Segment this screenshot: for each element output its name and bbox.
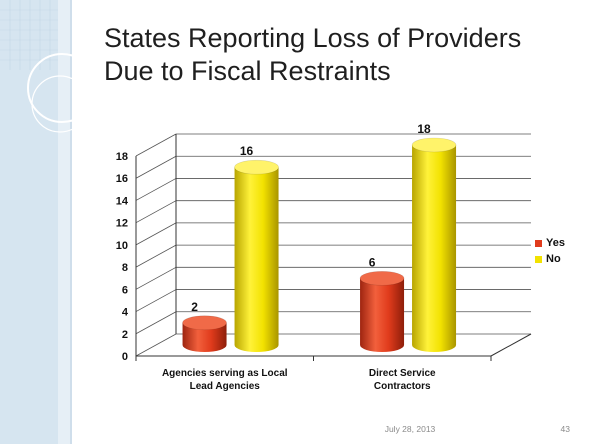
chart-labels: 0 2 4 6 8 10 12 14 16 18 2 16 Agencies serving as Lo… [116, 122, 436, 392]
data-label-yes-1: 6 [369, 255, 376, 269]
x-tick-label-0-0: Agencies serving as Local [162, 368, 288, 379]
y-tick-label-14: 14 [116, 195, 129, 207]
legend-label-yes: Yes [546, 237, 565, 249]
y-tick-label-10: 10 [116, 240, 128, 252]
sidebar-pattern-graphic [0, 0, 72, 444]
gridline-side-16 [135, 155, 177, 179]
bar-top-no-0 [234, 159, 279, 175]
gridline-side-8 [135, 244, 177, 268]
footer-date: July 28, 2013 [384, 424, 436, 434]
bar-body-yes-1 [360, 278, 405, 352]
bar-body-yes-0 [182, 322, 227, 352]
bar-body-no-0 [234, 167, 279, 352]
bar-no-0 [234, 159, 279, 352]
x-tick-label-0-1: Lead Agencies [190, 381, 261, 392]
bar-top-yes-1 [359, 271, 405, 286]
y-tick-label-2: 2 [122, 329, 128, 341]
chart-bars [182, 137, 457, 352]
y-tick-label-4: 4 [122, 307, 129, 319]
chart-axes [135, 134, 532, 361]
bar-top-no-1 [411, 137, 457, 153]
gridline-side-2 [135, 311, 177, 335]
chart-legend: Yes No [535, 235, 565, 267]
bar-chart: 0 2 4 6 8 10 12 14 16 18 2 16 Agencies serving as Lo… [116, 122, 532, 392]
y-tick-label-12: 12 [116, 218, 128, 230]
x-tick-label-1-1: Contractors [374, 381, 431, 392]
legend-swatch-no [535, 255, 542, 263]
legend-item-yes: Yes [535, 235, 565, 251]
gridline-side-4 [135, 289, 177, 312]
legend-label-no: No [546, 253, 561, 265]
slide-title: States Reporting Loss of Providers Due t… [104, 23, 522, 86]
bar-yes-0 [182, 315, 227, 352]
y-tick-label-8: 8 [122, 262, 128, 274]
y-tick-label-18: 18 [116, 151, 128, 163]
bar-top-yes-0 [182, 315, 227, 331]
y-tick-label-0: 0 [122, 351, 128, 363]
gridline-side-6 [135, 266, 177, 290]
gridline-side-18 [135, 133, 177, 157]
x-tick-label-1-0: Direct Service [369, 368, 436, 379]
gridline-side-0 [135, 333, 177, 357]
gridline-side-10 [135, 222, 177, 246]
legend-swatch-yes [535, 239, 542, 247]
bar-yes-1 [359, 271, 405, 352]
data-label-no-1: 18 [417, 122, 431, 136]
data-label-no-0: 16 [240, 144, 254, 158]
y-tick-label-6: 6 [122, 284, 128, 296]
data-label-yes-0: 2 [191, 300, 198, 314]
page-number: 43 [560, 424, 570, 434]
bar-body-no-1 [412, 145, 457, 352]
y-tick-label-16: 16 [116, 173, 128, 185]
sidebar-decoration [0, 0, 72, 444]
legend-item-no: No [535, 251, 565, 267]
gridline-side-12 [135, 200, 177, 224]
floor-right-edge [490, 333, 532, 357]
bar-no-1 [411, 137, 457, 352]
gridline-side-14 [135, 178, 177, 201]
